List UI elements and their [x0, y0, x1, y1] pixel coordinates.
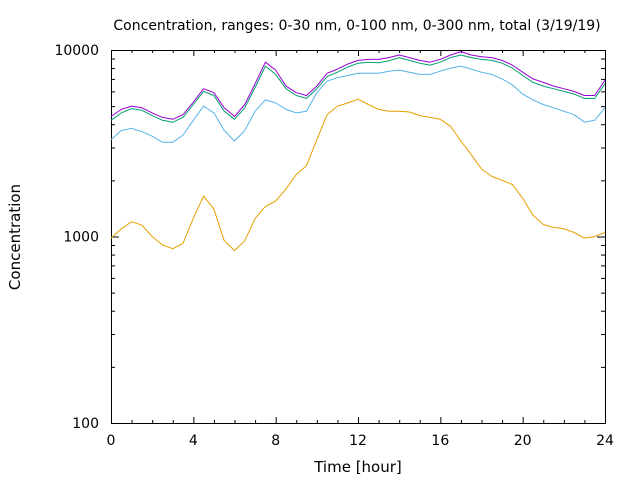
axis-ticks	[111, 50, 606, 424]
series-line-3	[110, 54, 606, 123]
chart-title: Concentration, ranges: 0-30 nm, 0-100 nm…	[113, 18, 600, 34]
x-tick-label: 20	[514, 433, 532, 449]
x-tick-label: 16	[431, 433, 449, 449]
y-tick-label: 100	[72, 416, 99, 432]
series-line-1	[110, 98, 606, 252]
y-tick-labels: 100 1000 10000	[54, 43, 99, 432]
y-tick-label: 1000	[63, 230, 99, 246]
series-lines	[110, 51, 606, 252]
y-axis-label: Concentration	[6, 184, 24, 290]
x-tick-label: 4	[189, 433, 198, 449]
x-tick-label: 0	[107, 433, 116, 449]
series-line-2	[110, 65, 606, 143]
x-tick-label: 24	[596, 433, 614, 449]
x-tick-labels: 0 4 8 12 16 20 24	[107, 433, 614, 449]
series-line-4	[110, 51, 606, 120]
x-tick-label: 12	[349, 433, 367, 449]
y-tick-label: 10000	[54, 43, 99, 59]
x-axis-label: Time [hour]	[313, 458, 402, 476]
x-tick-label: 8	[271, 433, 280, 449]
